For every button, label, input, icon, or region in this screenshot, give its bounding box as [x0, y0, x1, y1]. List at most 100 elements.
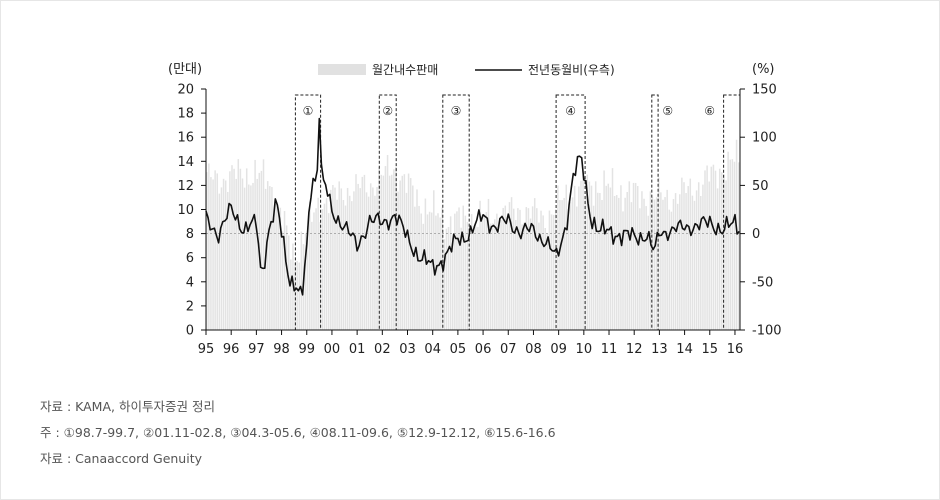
sales-bar [693, 200, 696, 330]
sales-bar [365, 192, 368, 330]
sales-bar [369, 183, 372, 330]
sales-bar [241, 178, 244, 330]
x-axis-tick-label: 04 [424, 342, 441, 357]
left-axis-tick-label: 4 [186, 275, 194, 290]
sales-bar [254, 159, 256, 330]
period-label: ① [303, 104, 314, 118]
sales-bar [210, 177, 212, 330]
sales-bar [580, 180, 582, 330]
sales-bar [529, 218, 532, 330]
sales-bar [517, 208, 519, 330]
sales-bar [336, 199, 338, 330]
x-axis-tick-label: 99 [298, 342, 315, 357]
x-axis-tick-label: 15 [702, 342, 719, 357]
sales-bar [397, 191, 399, 330]
sales-bar [733, 161, 736, 330]
sales-bar [683, 182, 685, 330]
sales-bar [502, 207, 504, 330]
sales-bar [546, 233, 549, 330]
sales-bar [533, 198, 536, 330]
sales-bar [237, 159, 240, 330]
sales-bar [531, 206, 534, 330]
sales-bar [645, 206, 647, 330]
right-axis-tick-label: 50 [752, 179, 769, 194]
left-axis-unit: (만대) [168, 62, 202, 77]
sales-bar [636, 185, 639, 330]
sales-bar [367, 196, 370, 330]
sales-bar [655, 197, 658, 330]
sales-bar [666, 189, 668, 330]
sales-bar [613, 196, 616, 330]
sales-bar [519, 209, 521, 330]
sales-bar [426, 214, 429, 330]
sales-bar [710, 166, 713, 330]
left-axis-tick-label: 2 [186, 299, 194, 314]
right-axis-tick-label: 100 [752, 131, 777, 146]
sales-bar [647, 215, 649, 330]
sales-bar [628, 181, 631, 330]
sales-bar [439, 217, 441, 330]
sales-bar [393, 169, 395, 330]
sales-bar [290, 259, 292, 330]
x-axis-tick-label: 05 [450, 342, 467, 357]
sales-bar [653, 199, 656, 330]
left-axis-tick-label: 14 [177, 155, 194, 170]
left-axis-tick-label: 0 [186, 324, 194, 339]
sales-bar [590, 185, 593, 330]
right-axis-tick-label: 150 [752, 83, 777, 98]
sales-bar [521, 224, 523, 330]
sales-bar [325, 198, 328, 330]
sales-bar [651, 196, 654, 330]
sales-bar [609, 187, 612, 330]
sales-bar [212, 179, 214, 330]
left-axis-tick-label: 16 [177, 131, 194, 146]
sales-bar [473, 226, 475, 330]
sales-bar [489, 223, 492, 330]
sales-bar [624, 197, 626, 330]
sales-bar [456, 211, 458, 330]
sales-bar [681, 177, 683, 330]
sales-bar [718, 168, 721, 330]
sales-bar [388, 175, 391, 330]
sales-bar [508, 202, 511, 330]
sales-bar [239, 168, 242, 330]
sales-bar [716, 188, 719, 330]
sales-bar [588, 181, 591, 330]
sales-bar [355, 174, 357, 330]
sales-bar [594, 181, 597, 330]
sales-bar [691, 195, 694, 330]
sales-bar [458, 207, 460, 330]
sales-bar [414, 206, 416, 330]
sales-bar [483, 214, 486, 330]
sales-bar [271, 187, 273, 330]
sales-bar [554, 209, 557, 330]
sales-bar [475, 226, 477, 330]
sales-bar [548, 210, 551, 330]
sales-bar [599, 192, 601, 330]
left-axis-tick-label: 20 [177, 83, 194, 98]
sales-bar [344, 205, 347, 330]
sales-bar [695, 190, 698, 330]
sales-bar [327, 213, 330, 330]
sales-bar [309, 201, 311, 330]
sales-bar [544, 227, 546, 330]
sales-bar [702, 184, 704, 330]
legend-bar-label: 월간내수판매 [372, 63, 438, 77]
sales-bar [363, 174, 366, 330]
sales-bar [481, 215, 483, 330]
sales-bar [611, 168, 614, 330]
sales-bar [279, 207, 282, 330]
sales-bar [496, 213, 498, 330]
sales-bar [477, 227, 479, 330]
x-axis-tick-label: 96 [223, 342, 240, 357]
sales-bar [672, 199, 675, 330]
period-label: ③ [451, 104, 462, 118]
sales-bar [573, 185, 576, 330]
sales-bar [401, 175, 404, 330]
period-box [651, 94, 659, 331]
notes-block: 자료 : KAMA, 하이투자증권 정리 주 : ①98.7-99.7, ②01… [40, 394, 556, 472]
sales-bar [552, 214, 555, 330]
sales-bar [622, 211, 624, 330]
sales-bar [372, 187, 374, 330]
